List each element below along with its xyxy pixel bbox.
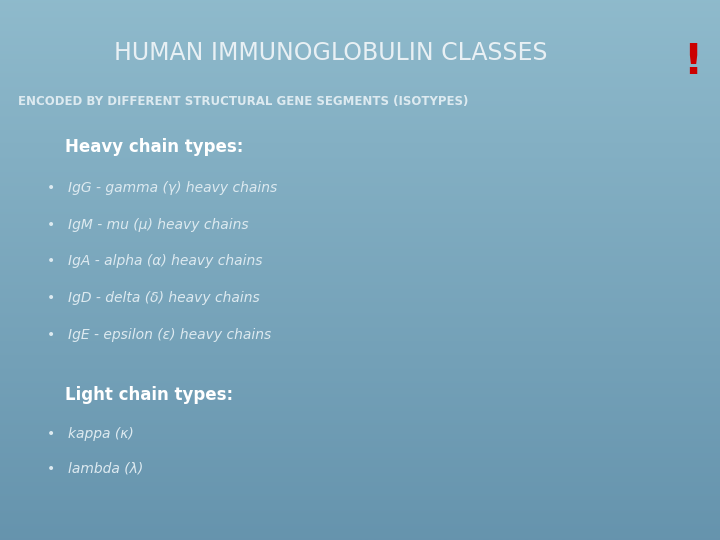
Text: •: •: [47, 328, 55, 342]
Text: IgD - delta (δ) heavy chains: IgD - delta (δ) heavy chains: [68, 291, 260, 305]
Text: IgG - gamma (γ) heavy chains: IgG - gamma (γ) heavy chains: [68, 181, 278, 195]
Text: ENCODED BY DIFFERENT STRUCTURAL GENE SEGMENTS (ISOTYPES): ENCODED BY DIFFERENT STRUCTURAL GENE SEG…: [18, 94, 469, 107]
Text: •: •: [47, 254, 55, 268]
Text: Heavy chain types:: Heavy chain types:: [65, 138, 243, 156]
Text: •: •: [47, 462, 55, 476]
Text: lambda (λ): lambda (λ): [68, 462, 144, 476]
Text: •: •: [47, 427, 55, 441]
Text: kappa (κ): kappa (κ): [68, 427, 134, 441]
Text: IgA - alpha (α) heavy chains: IgA - alpha (α) heavy chains: [68, 254, 263, 268]
Text: •: •: [47, 218, 55, 232]
Text: •: •: [47, 291, 55, 305]
Text: !: !: [683, 40, 702, 83]
Text: Light chain types:: Light chain types:: [65, 386, 233, 404]
Text: HUMAN IMMUNOGLOBULIN CLASSES: HUMAN IMMUNOGLOBULIN CLASSES: [114, 40, 548, 64]
Text: IgM - mu (μ) heavy chains: IgM - mu (μ) heavy chains: [68, 218, 249, 232]
Text: IgE - epsilon (ε) heavy chains: IgE - epsilon (ε) heavy chains: [68, 328, 271, 342]
Text: •: •: [47, 181, 55, 195]
